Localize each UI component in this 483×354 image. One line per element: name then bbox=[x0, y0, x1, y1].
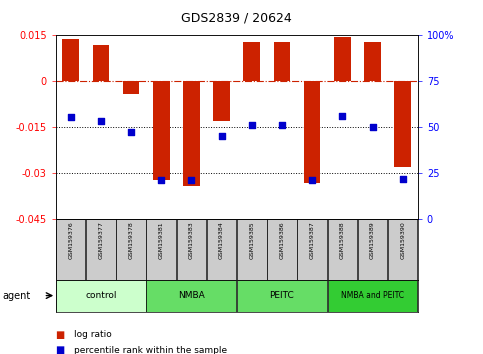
Bar bbox=[146, 280, 236, 312]
Text: GSM159384: GSM159384 bbox=[219, 221, 224, 259]
Bar bbox=[86, 219, 115, 280]
Point bbox=[187, 177, 195, 183]
Bar bbox=[62, 39, 79, 81]
Bar bbox=[327, 219, 357, 280]
Text: ■: ■ bbox=[56, 330, 65, 339]
Bar bbox=[327, 280, 417, 312]
Bar bbox=[93, 45, 109, 81]
Bar bbox=[56, 280, 146, 312]
Point bbox=[127, 129, 135, 135]
Text: GSM159377: GSM159377 bbox=[99, 221, 103, 259]
Text: GSM159389: GSM159389 bbox=[370, 221, 375, 259]
Point bbox=[67, 114, 74, 120]
Text: GSM159388: GSM159388 bbox=[340, 221, 345, 259]
Text: ■: ■ bbox=[56, 346, 65, 354]
Bar bbox=[237, 280, 327, 312]
Text: GSM159378: GSM159378 bbox=[128, 221, 133, 259]
Text: log ratio: log ratio bbox=[74, 330, 112, 339]
Point bbox=[399, 176, 407, 182]
Bar bbox=[116, 219, 146, 280]
Point bbox=[339, 114, 346, 119]
Bar bbox=[364, 41, 381, 81]
Bar bbox=[56, 219, 85, 280]
Bar bbox=[153, 81, 170, 179]
Bar bbox=[304, 81, 320, 183]
Bar bbox=[358, 219, 387, 280]
Point bbox=[97, 118, 105, 124]
Bar bbox=[146, 219, 176, 280]
Text: GDS2839 / 20624: GDS2839 / 20624 bbox=[181, 12, 292, 25]
Bar bbox=[213, 81, 230, 121]
Point bbox=[218, 133, 226, 138]
Bar bbox=[388, 219, 417, 280]
Bar bbox=[298, 219, 327, 280]
Bar bbox=[267, 219, 297, 280]
Text: NMBA: NMBA bbox=[178, 291, 205, 300]
Point bbox=[248, 122, 256, 127]
Bar bbox=[183, 81, 199, 186]
Bar bbox=[274, 41, 290, 81]
Text: NMBA and PEITC: NMBA and PEITC bbox=[341, 291, 404, 300]
Text: GSM159385: GSM159385 bbox=[249, 221, 254, 259]
Bar bbox=[237, 219, 267, 280]
Bar bbox=[334, 37, 351, 81]
Text: percentile rank within the sample: percentile rank within the sample bbox=[74, 346, 227, 354]
Text: control: control bbox=[85, 291, 116, 300]
Text: GSM159381: GSM159381 bbox=[159, 221, 164, 259]
Text: GSM159390: GSM159390 bbox=[400, 221, 405, 259]
Point bbox=[369, 124, 376, 129]
Point bbox=[308, 177, 316, 183]
Bar bbox=[177, 219, 206, 280]
Point bbox=[278, 122, 286, 127]
Text: GSM159386: GSM159386 bbox=[280, 221, 284, 259]
Bar bbox=[243, 41, 260, 81]
Text: GSM159387: GSM159387 bbox=[310, 221, 314, 259]
Text: agent: agent bbox=[2, 291, 30, 301]
Text: PEITC: PEITC bbox=[270, 291, 294, 300]
Bar bbox=[207, 219, 236, 280]
Bar bbox=[395, 81, 411, 167]
Text: GSM159376: GSM159376 bbox=[68, 221, 73, 259]
Bar bbox=[123, 81, 139, 94]
Point bbox=[157, 177, 165, 183]
Text: GSM159383: GSM159383 bbox=[189, 221, 194, 259]
